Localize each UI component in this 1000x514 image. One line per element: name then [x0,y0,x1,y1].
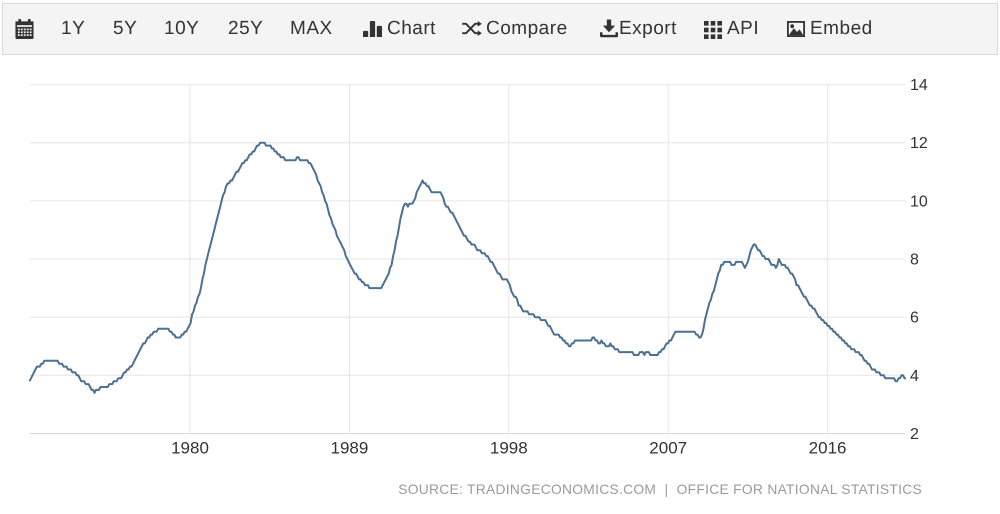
svg-text:1989: 1989 [330,439,368,458]
svg-text:2007: 2007 [649,439,687,458]
svg-text:4: 4 [910,368,919,385]
svg-text:8: 8 [910,252,919,269]
svg-text:6: 6 [910,310,919,327]
svg-text:1998: 1998 [490,439,528,458]
svg-text:1980: 1980 [171,439,209,458]
svg-text:2016: 2016 [809,439,847,458]
svg-text:14: 14 [910,77,928,94]
svg-text:12: 12 [910,135,928,152]
svg-text:10: 10 [910,193,928,210]
svg-text:2: 2 [910,426,919,443]
